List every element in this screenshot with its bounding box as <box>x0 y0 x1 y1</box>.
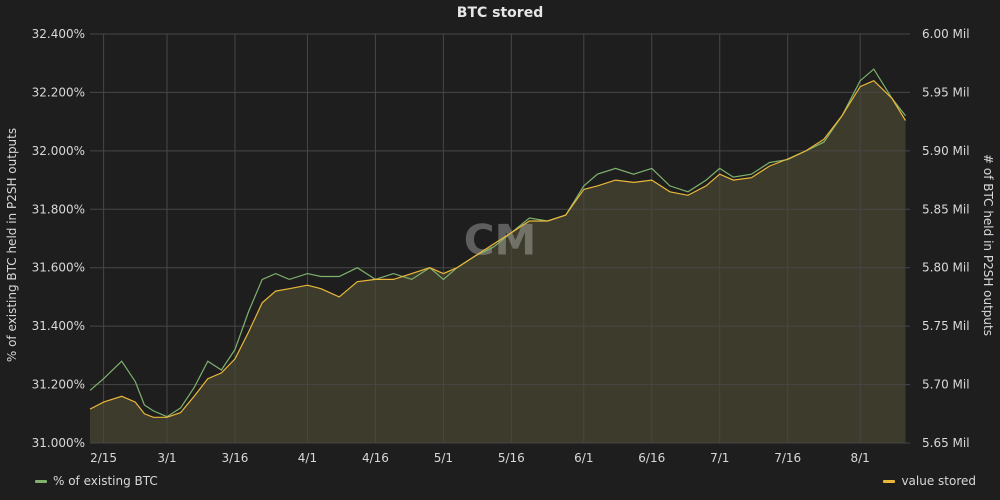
y-right-tick-label: 5.75 Mil <box>922 319 970 333</box>
x-tick-label: 8/1 <box>851 451 870 465</box>
x-tick-label: 7/1 <box>710 451 729 465</box>
legend-item-value[interactable]: value stored <box>883 474 976 488</box>
y-left-tick-label: 31.200% <box>32 378 85 392</box>
legend-swatch-pct <box>35 479 47 483</box>
y-left-tick-label: 32.000% <box>32 144 85 158</box>
x-tick-label: 2/15 <box>90 451 117 465</box>
y-left-tick-label: 32.200% <box>32 85 85 99</box>
y-left-tick-label: 31.600% <box>32 261 85 275</box>
x-tick-label: 7/16 <box>774 451 801 465</box>
y-right-tick-label: 5.85 Mil <box>922 202 970 216</box>
x-tick-label: 4/16 <box>362 451 389 465</box>
y-right-tick-label: 5.80 Mil <box>922 261 970 275</box>
x-tick-label: 3/16 <box>221 451 248 465</box>
series-value-area <box>90 80 906 443</box>
legend-item-pct[interactable]: % of existing BTC <box>35 474 158 488</box>
x-tick-label: 6/16 <box>638 451 665 465</box>
x-tick-label: 4/1 <box>298 451 317 465</box>
y-right-tick-label: 5.90 Mil <box>922 144 970 158</box>
series-value-line <box>89 79 907 418</box>
x-tick-label: 5/1 <box>434 451 453 465</box>
y-left-tick-label: 31.800% <box>32 202 85 216</box>
y-right-tick-label: 5.70 Mil <box>922 378 970 392</box>
x-tick-label: 6/1 <box>574 451 593 465</box>
x-tick-label: 5/16 <box>498 451 525 465</box>
legend-swatch-value <box>883 479 896 483</box>
y-right-tick-label: 5.95 Mil <box>922 85 970 99</box>
y-left-tick-label: 32.400% <box>32 27 85 41</box>
x-tick-label: 3/1 <box>157 451 176 465</box>
y-left-tick-label: 31.000% <box>32 436 85 450</box>
y-right-tick-label: 5.65 Mil <box>922 436 970 450</box>
y-left-tick-label: 31.400% <box>32 319 85 333</box>
legend-label-value: value stored <box>901 474 976 488</box>
chart-title: BTC stored <box>456 5 544 21</box>
legend-label-pct: % of existing BTC <box>53 474 158 488</box>
y-right-tick-label: 6.00 Mil <box>922 27 970 41</box>
